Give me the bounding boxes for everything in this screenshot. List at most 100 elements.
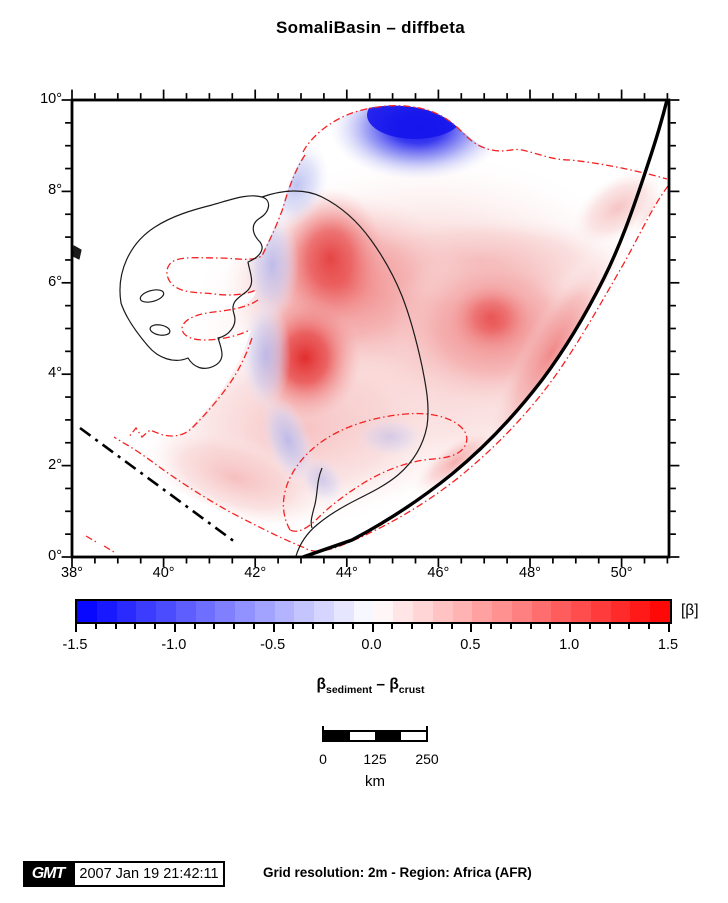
negative-band-5	[299, 456, 345, 504]
scale-bar-end-tick	[322, 726, 324, 742]
scale-bar-label: 125	[363, 751, 387, 767]
colorbar-tick-label: 0.0	[361, 637, 382, 653]
colorbar-segment	[413, 601, 433, 622]
colorbar-tick	[114, 623, 117, 629]
colorbar-tick	[648, 623, 651, 629]
colorbar-tick	[193, 623, 196, 629]
border-main-diagonal	[261, 190, 429, 557]
colorbar-tick	[470, 623, 473, 632]
colorbar-tick-label: -1.0	[161, 637, 187, 653]
colorbar-tick	[173, 623, 176, 632]
colorbar-tick	[154, 623, 157, 629]
colorbar-segment	[630, 601, 651, 622]
border-paths	[72, 190, 429, 557]
zero-contour-seaward	[113, 185, 669, 552]
colorbar-tick	[430, 623, 433, 629]
colorbar-segment	[610, 601, 631, 622]
colorbar-tick	[608, 623, 611, 629]
colorbar-quantity-label: βsediment – βcrust	[316, 676, 425, 697]
zero-contour-north	[302, 105, 668, 180]
grid-info-label: Grid resolution: 2m - Region: Africa (AF…	[263, 865, 532, 880]
colorbar-tick	[292, 623, 295, 629]
timestamp-box: 2007 Jan 19 21:42:11	[73, 861, 225, 887]
colorbar-tick-label: 1.0	[559, 637, 580, 653]
page-title: SomaliBasin – diffbeta	[276, 18, 465, 37]
colorbar-segment	[77, 601, 97, 622]
colorbar-tick	[628, 623, 631, 629]
colorbar-segment	[235, 601, 255, 622]
colorbar-segment	[373, 601, 394, 622]
colorbar-segment	[650, 601, 670, 622]
positive-band-coast	[488, 251, 616, 453]
axis-ticks	[61, 89, 680, 567]
colorbar-segment	[294, 601, 315, 622]
colorbar-tick	[233, 623, 236, 629]
scale-bar-segment	[349, 732, 375, 740]
zero-contour-paths	[85, 105, 669, 553]
colorbar-tick	[411, 623, 414, 629]
scale-bar-segment	[375, 732, 401, 740]
colorbar-tick	[588, 623, 591, 629]
colorbar-segment	[452, 601, 473, 622]
lake-1	[139, 289, 165, 303]
colorbar-tick	[312, 623, 315, 629]
negative-core-north	[367, 105, 463, 139]
zero-contour-sw-bits	[85, 535, 115, 553]
coastline-path	[302, 99, 669, 559]
colorbar-tick	[272, 623, 275, 632]
colorbar-segment	[175, 601, 196, 622]
colorbar-tick	[213, 623, 216, 629]
zero-contour-west	[127, 154, 306, 439]
colorbar-tick	[75, 623, 77, 632]
colorbar-segment	[590, 601, 611, 622]
colorbar-segment	[472, 601, 493, 622]
colorbar-tick	[252, 623, 255, 629]
colorbar-segment	[195, 601, 216, 622]
colorbar-tick	[351, 623, 354, 629]
colorbar-segment	[492, 601, 512, 622]
colorbar-segment	[432, 601, 453, 622]
colorbar-segment	[511, 601, 532, 622]
colorbar-segment	[215, 601, 236, 622]
colorbar-segment	[116, 601, 137, 622]
colorbar-segment	[156, 601, 176, 622]
colorbar-tick	[391, 623, 394, 629]
scale-bar-label: 250	[415, 751, 439, 767]
colorbar-segment	[571, 601, 591, 622]
pale-positive-east-edge	[633, 187, 669, 303]
colorbar-segment	[551, 601, 572, 622]
colorbar-tick	[331, 623, 334, 629]
colorbar-segment	[254, 601, 275, 622]
sw-dashdot-line	[79, 426, 236, 544]
negative-band-3	[241, 299, 291, 411]
border-loop-west	[119, 195, 270, 369]
colorbar-segment	[274, 601, 295, 622]
scale-bar-end-tick	[426, 726, 428, 742]
colorbar-tick	[569, 623, 572, 632]
colorbar-tick	[529, 623, 532, 629]
lake-2	[149, 324, 171, 336]
colorbar-tick-label: 1.5	[657, 637, 679, 653]
positive-patch-south-coast	[414, 430, 496, 494]
negative-band-4	[261, 396, 315, 484]
scale-bar-label: 0	[319, 751, 327, 767]
colorbar-tick	[549, 623, 552, 629]
colorbar-tick	[371, 623, 374, 632]
colorbar-segment	[393, 601, 414, 622]
colorbar-tick	[450, 623, 453, 629]
colorbar-tick-label: -1.5	[62, 637, 88, 653]
colorbar-tick	[668, 623, 670, 632]
colorbar-segment	[531, 601, 552, 622]
colorbar-tick	[509, 623, 512, 629]
scale-bar-unit: km	[365, 773, 385, 790]
scale-bar	[322, 730, 428, 742]
colorbar-segment	[333, 601, 354, 622]
beta-sediment: βsediment	[316, 676, 373, 697]
colorbar-segment	[353, 601, 374, 622]
colorbar-segment	[136, 601, 157, 622]
gmt-logo: GMT	[23, 861, 73, 887]
map-frame	[70, 98, 671, 559]
colorbar-unit-label: [β]	[681, 602, 699, 619]
